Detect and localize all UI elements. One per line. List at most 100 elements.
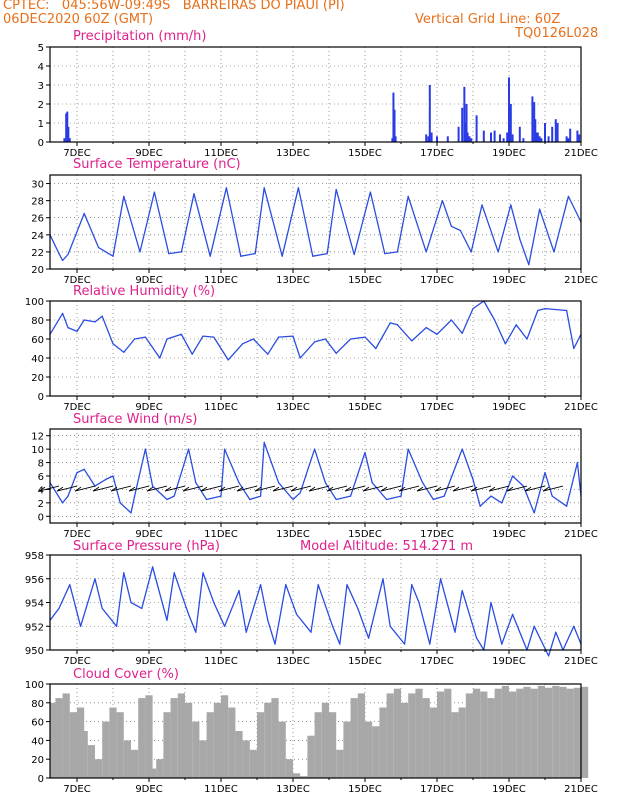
- wind-arrow: [452, 485, 474, 492]
- wind-arrow: [416, 485, 438, 492]
- rh-point: [526, 338, 528, 340]
- cloud-bar: [192, 721, 200, 778]
- rh-point: [299, 357, 301, 359]
- panel-wind: Surface Wind (m/s)0246810127DEC9DEC11DEC…: [31, 412, 598, 540]
- temp-point: [153, 191, 155, 193]
- pressure-point: [166, 619, 168, 621]
- wind-arrow: [272, 485, 294, 492]
- rh-series-line: [49, 300, 582, 361]
- precip-bar: [425, 134, 428, 142]
- rh-ytick-label: 0: [38, 392, 44, 403]
- rh-xtick-label: 15DEC: [348, 402, 382, 413]
- precip-xtick-label: 21DEC: [564, 148, 598, 159]
- precip-bar: [565, 136, 568, 142]
- wind-point: [105, 478, 107, 480]
- wind-point: [195, 482, 197, 484]
- temp-point: [441, 200, 443, 202]
- wind-arrow: [164, 485, 186, 492]
- cloud-bar: [545, 687, 553, 778]
- cloud-xtick-label: 21DEC: [564, 784, 598, 795]
- temp-frame: [49, 174, 582, 270]
- temp-xtick-label: 7DEC: [63, 275, 90, 286]
- cloud-bar: [221, 695, 229, 778]
- pressure-point: [368, 637, 370, 639]
- precip-xtick-label: 7DEC: [63, 148, 90, 159]
- precip-bar: [393, 109, 396, 142]
- precip-bar: [394, 136, 397, 142]
- header-station-line: CPTEC: 045:56W-09:49S BARREIRAS DO PIAUI…: [3, 0, 345, 13]
- wind-point: [407, 448, 409, 450]
- temp-ytick-label: 28: [31, 197, 44, 208]
- temp-point: [567, 195, 570, 197]
- cloud-ytick-label: 0: [38, 774, 44, 785]
- wind-arrow: [344, 485, 366, 492]
- wind-point: [206, 498, 208, 501]
- pressure-frame: [49, 554, 582, 651]
- rh-point: [292, 335, 294, 337]
- cloud-bar: [422, 698, 430, 778]
- precip-bar: [508, 77, 510, 142]
- cloud-bar: [264, 702, 272, 778]
- temp-point: [396, 251, 398, 253]
- wind-series-line: [49, 441, 582, 514]
- rh-xtick-label: 11DEC: [204, 402, 238, 413]
- wind-arrow: [110, 485, 132, 492]
- pressure-point: [555, 631, 557, 633]
- precip-bar: [463, 86, 466, 142]
- wind-arrow-head: [488, 486, 496, 492]
- precip-xtick-label: 13DEC: [276, 148, 310, 159]
- rh-point: [202, 335, 204, 337]
- cloud-xtick-label: 9DEC: [135, 784, 162, 795]
- temp-point: [326, 253, 328, 255]
- wind-ytick-label: 8: [38, 459, 44, 470]
- wind-arrow: [254, 485, 276, 492]
- rh-point: [436, 333, 438, 335]
- pressure-point: [389, 625, 391, 627]
- wind-xtick-label: 9DEC: [135, 529, 162, 540]
- rh-point: [180, 333, 182, 335]
- rh-ytick-label: 60: [31, 335, 44, 346]
- rh-point: [324, 338, 326, 340]
- rh-frame: [49, 300, 582, 397]
- wind-title: Surface Wind (m/s): [73, 412, 197, 427]
- temp-point: [407, 195, 409, 197]
- cloud-bar: [494, 688, 502, 778]
- wind-point: [188, 448, 190, 450]
- rh-point: [267, 353, 269, 355]
- wind-point: [479, 505, 481, 507]
- cloud-bar: [199, 740, 207, 778]
- rh-point: [544, 308, 546, 310]
- precip-bar: [534, 119, 537, 142]
- wind-point: [263, 441, 265, 444]
- wind-arrow: [308, 485, 330, 492]
- rh-point: [364, 336, 366, 338]
- temp-point: [539, 208, 541, 210]
- wind-point: [533, 512, 535, 514]
- rh-point: [67, 327, 69, 329]
- cloud-bar: [458, 707, 466, 778]
- precip-bar: [470, 138, 473, 142]
- pressure-ytick-label: 956: [25, 575, 44, 586]
- precip-ytick-label: 0: [38, 138, 44, 149]
- wind-arrow-head: [398, 486, 406, 492]
- pressure-point: [346, 584, 348, 586]
- pressure-point: [382, 578, 384, 580]
- wind-point: [335, 498, 337, 501]
- cloud-bar: [321, 702, 329, 778]
- precip-bar: [533, 102, 536, 142]
- precip-xtick-label: 15DEC: [348, 148, 382, 159]
- rh-xtick-label: 9DEC: [135, 402, 162, 413]
- precip-ytick-label: 4: [38, 62, 44, 73]
- wind-arrow-head: [506, 486, 514, 492]
- pressure-series-line: [49, 566, 582, 657]
- cloud-bar: [473, 688, 481, 778]
- cloud-bar: [177, 693, 185, 778]
- precip-bar: [502, 138, 505, 142]
- panel-rh: Relative Humidity (%) 0 20 40 60 80 100 7DEC 9DE…: [25, 284, 598, 413]
- pressure-point: [317, 584, 319, 586]
- cloud-bar: [138, 698, 146, 778]
- panel-precip: Precipitation (mm/h) 0 1 2 3 4 5 7DEC 9DEC 11DEC 1…: [38, 29, 598, 159]
- precip-bar: [430, 132, 433, 142]
- wind-xtick-label: 21DEC: [564, 529, 598, 540]
- temp-title: Surface Temperature (nC): [73, 157, 241, 172]
